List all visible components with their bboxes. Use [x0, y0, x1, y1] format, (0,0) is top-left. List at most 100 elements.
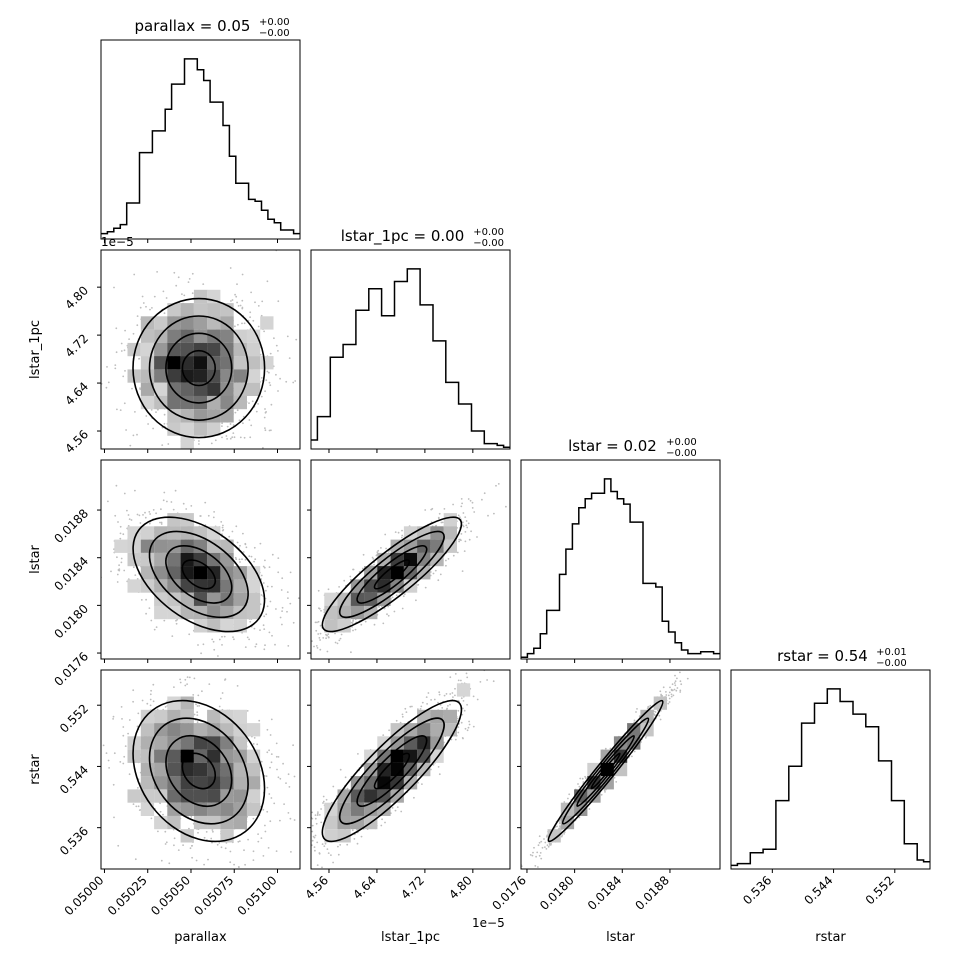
sample-point	[235, 558, 238, 561]
sample-point	[207, 514, 210, 517]
sample-point	[260, 395, 263, 398]
sample-point	[497, 483, 500, 485]
sample-point	[275, 608, 277, 610]
sample-point	[145, 612, 148, 615]
sample-point	[266, 370, 269, 373]
sample-point	[289, 571, 292, 574]
sample-point	[128, 338, 131, 340]
density-cell	[246, 605, 261, 620]
sample-point	[153, 628, 156, 631]
density-cell	[207, 552, 221, 567]
sample-point	[160, 508, 162, 511]
sample-point	[466, 526, 469, 529]
sample-point	[138, 358, 140, 360]
panel-content	[290, 483, 507, 665]
sample-point	[314, 621, 317, 624]
sample-point	[279, 377, 281, 380]
sample-point	[217, 655, 219, 657]
density-cell	[246, 382, 261, 396]
sample-point	[116, 573, 119, 576]
panel-lstar_1pc-lstar	[290, 459, 511, 665]
sample-point	[290, 663, 292, 665]
density-cell	[220, 382, 234, 396]
sample-point	[198, 440, 200, 442]
density-cell	[180, 435, 194, 449]
density-cell	[167, 329, 181, 343]
sample-point	[231, 436, 234, 439]
sample-point	[210, 442, 213, 445]
density-cell	[167, 552, 181, 567]
sample-point	[279, 616, 282, 619]
sample-point	[126, 509, 128, 512]
sample-point	[115, 327, 118, 330]
sample-point	[236, 301, 239, 304]
sample-point	[159, 521, 161, 524]
sample-point	[134, 574, 137, 576]
density-cell	[127, 526, 141, 540]
sample-point	[173, 462, 175, 464]
density-cell	[233, 356, 247, 370]
sample-point	[263, 330, 265, 333]
sample-point	[277, 557, 280, 559]
sample-point	[242, 422, 244, 425]
sample-point	[263, 648, 266, 651]
histogram-lstar: lstar = 0.02 +0.00−0.00	[520, 437, 721, 660]
sample-point	[142, 514, 144, 516]
sample-point	[241, 558, 243, 561]
sample-point	[265, 589, 267, 592]
sample-point	[185, 508, 188, 510]
title-minus-parallax: −0.00	[259, 28, 290, 39]
sample-point	[190, 505, 193, 507]
sample-point	[225, 435, 228, 437]
sample-point	[119, 409, 122, 411]
sample-point	[438, 512, 441, 515]
density-cell	[246, 579, 261, 593]
density-cell	[127, 539, 141, 553]
sample-point	[213, 511, 216, 513]
sample-point	[198, 443, 200, 445]
sample-point	[288, 357, 291, 359]
sample-point	[260, 377, 263, 379]
sample-point	[467, 522, 470, 525]
sample-point	[150, 409, 153, 411]
sample-point	[467, 498, 470, 500]
sample-point	[245, 546, 248, 549]
sample-point	[116, 556, 118, 559]
sample-point	[155, 626, 158, 628]
density-cell	[193, 356, 208, 370]
density-cell	[233, 579, 247, 593]
contour-level-1	[181, 349, 216, 387]
density-cell	[180, 342, 194, 357]
sample-point	[275, 344, 278, 347]
density-cell	[233, 329, 247, 343]
sample-point	[249, 436, 252, 439]
sample-point	[460, 505, 463, 508]
sample-point	[136, 315, 139, 317]
sample-point	[464, 516, 467, 518]
density-cell	[193, 526, 208, 540]
density-cell	[140, 356, 155, 370]
sample-point	[132, 332, 135, 335]
sample-point	[262, 582, 265, 584]
sample-point	[264, 427, 266, 429]
sample-point	[188, 278, 191, 280]
sample-point	[465, 524, 468, 527]
panel-parallax-lstar	[100, 459, 301, 660]
sample-point	[476, 536, 478, 538]
sample-point	[163, 312, 166, 315]
contour-level-4	[132, 516, 266, 633]
sample-point	[317, 589, 320, 592]
title-lstar_1pc: lstar_1pc = 0.00	[341, 227, 465, 246]
sample-point	[136, 578, 139, 580]
sample-point	[317, 620, 320, 623]
sample-point	[386, 613, 388, 616]
sample-point	[387, 551, 390, 553]
sample-point	[435, 524, 438, 527]
sample-point	[120, 557, 123, 560]
title-rstar: rstar = 0.54	[777, 647, 868, 665]
sample-point	[461, 502, 463, 505]
sample-point	[297, 639, 299, 641]
panel-frame	[100, 249, 301, 450]
sample-point	[221, 422, 224, 425]
sample-point	[263, 416, 266, 419]
